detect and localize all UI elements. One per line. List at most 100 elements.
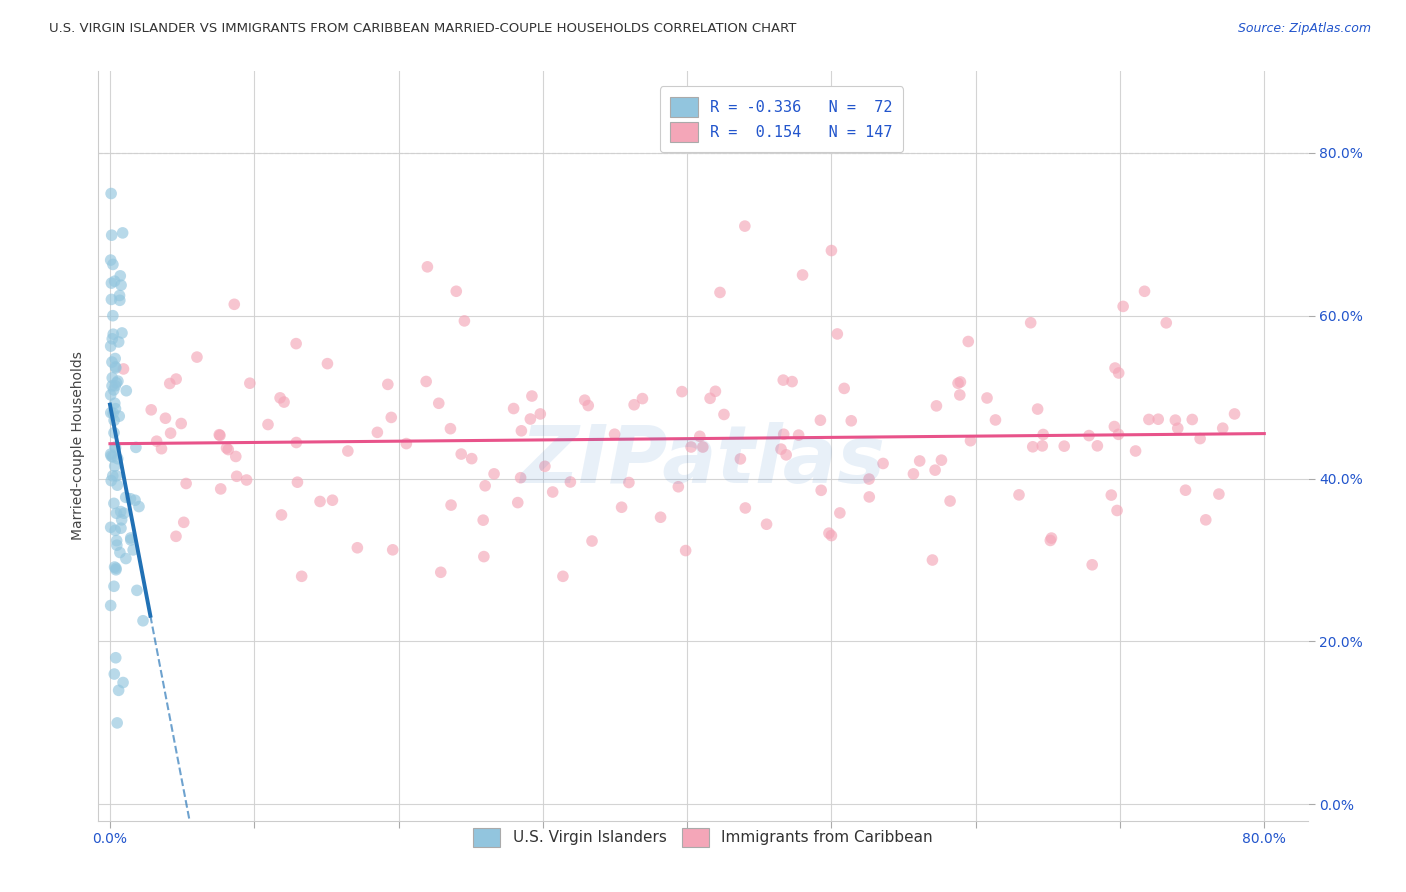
Point bbox=[908, 454, 931, 468]
Point bbox=[446, 285, 468, 299]
Point bbox=[215, 441, 238, 455]
Point bbox=[104, 458, 127, 473]
Point bbox=[519, 412, 541, 426]
Point bbox=[287, 475, 309, 490]
Point bbox=[689, 429, 711, 443]
Point bbox=[858, 490, 880, 504]
Point bbox=[1208, 487, 1230, 501]
Point bbox=[100, 339, 122, 353]
Point bbox=[125, 441, 148, 455]
Text: ZIPatlas: ZIPatlas bbox=[520, 422, 886, 500]
Point bbox=[1164, 413, 1187, 427]
Point bbox=[1053, 439, 1076, 453]
Point bbox=[1104, 361, 1126, 376]
Point bbox=[1125, 444, 1147, 458]
Point bbox=[681, 440, 703, 454]
Point bbox=[104, 561, 127, 575]
Point bbox=[101, 332, 124, 346]
Point bbox=[810, 483, 832, 498]
Point bbox=[150, 442, 173, 456]
Point bbox=[520, 389, 543, 403]
Point bbox=[107, 683, 129, 698]
Point bbox=[273, 395, 295, 409]
Point bbox=[103, 425, 125, 440]
Point bbox=[1223, 407, 1246, 421]
Point bbox=[285, 435, 308, 450]
Point bbox=[1174, 483, 1197, 498]
Point bbox=[440, 498, 463, 512]
Point bbox=[103, 496, 125, 510]
Point bbox=[872, 457, 894, 471]
Point bbox=[709, 285, 731, 300]
Point bbox=[285, 336, 308, 351]
Point bbox=[925, 399, 948, 413]
Point bbox=[631, 392, 654, 406]
Point bbox=[100, 293, 122, 307]
Point bbox=[380, 410, 402, 425]
Point bbox=[529, 407, 551, 421]
Point bbox=[115, 384, 138, 398]
Point bbox=[959, 434, 981, 448]
Point bbox=[713, 408, 735, 422]
Point bbox=[1137, 412, 1160, 426]
Point bbox=[1104, 419, 1126, 434]
Point bbox=[576, 399, 599, 413]
Point bbox=[957, 334, 980, 349]
Point bbox=[1039, 533, 1062, 548]
Point bbox=[1085, 439, 1108, 453]
Point bbox=[610, 500, 633, 515]
Point bbox=[100, 474, 122, 488]
Point bbox=[984, 413, 1007, 427]
Point bbox=[1195, 513, 1218, 527]
Point bbox=[122, 543, 145, 558]
Point bbox=[101, 450, 124, 464]
Point bbox=[506, 495, 529, 509]
Point bbox=[1040, 531, 1063, 545]
Point bbox=[1112, 299, 1135, 313]
Point bbox=[704, 384, 727, 399]
Point bbox=[949, 388, 972, 402]
Point bbox=[100, 186, 122, 201]
Point bbox=[101, 355, 124, 369]
Point bbox=[775, 448, 797, 462]
Point bbox=[453, 314, 475, 328]
Point bbox=[105, 468, 128, 483]
Point bbox=[321, 493, 343, 508]
Point bbox=[101, 257, 124, 271]
Point bbox=[366, 425, 388, 440]
Point bbox=[159, 426, 181, 441]
Point bbox=[225, 469, 247, 483]
Point bbox=[108, 293, 131, 308]
Point bbox=[734, 500, 756, 515]
Point bbox=[110, 278, 132, 293]
Point bbox=[336, 444, 359, 458]
Point bbox=[574, 393, 596, 408]
Point bbox=[381, 542, 404, 557]
Point bbox=[110, 505, 132, 519]
Point bbox=[155, 411, 177, 425]
Point bbox=[1108, 366, 1130, 380]
Point bbox=[103, 413, 125, 427]
Point bbox=[100, 406, 122, 420]
Point bbox=[120, 533, 142, 547]
Point bbox=[111, 226, 134, 240]
Point bbox=[110, 268, 132, 283]
Point bbox=[111, 326, 134, 340]
Point bbox=[623, 398, 645, 412]
Point bbox=[208, 428, 231, 442]
Point bbox=[820, 244, 842, 258]
Point bbox=[235, 473, 257, 487]
Point bbox=[103, 383, 125, 397]
Point bbox=[108, 409, 131, 424]
Point bbox=[827, 326, 849, 341]
Point bbox=[1032, 427, 1054, 442]
Point bbox=[120, 491, 142, 506]
Point bbox=[509, 471, 531, 485]
Point bbox=[472, 513, 495, 527]
Point bbox=[208, 427, 231, 442]
Point bbox=[257, 417, 280, 432]
Point bbox=[100, 388, 122, 402]
Point bbox=[541, 485, 564, 500]
Point bbox=[104, 563, 127, 577]
Point bbox=[100, 449, 122, 463]
